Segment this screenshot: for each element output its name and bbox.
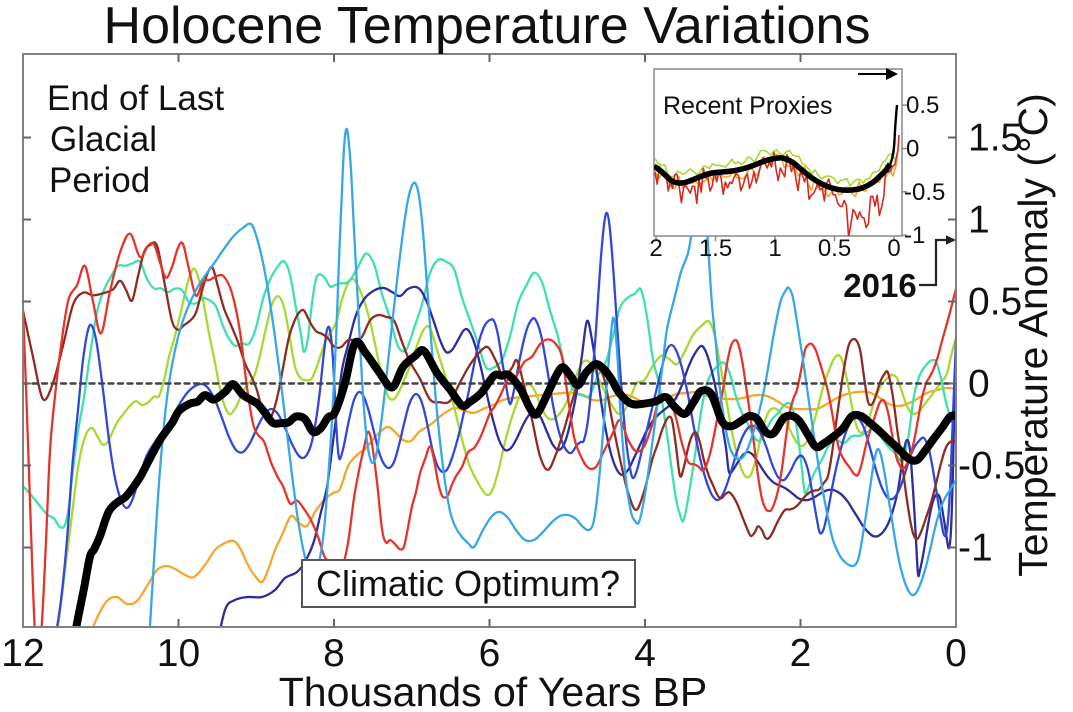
svg-text:-0.5: -0.5 (958, 445, 1025, 488)
svg-text:2: 2 (790, 632, 812, 675)
svg-text:1.5: 1.5 (699, 235, 732, 262)
svg-text:-1: -1 (904, 222, 925, 249)
svg-text:Climatic Optimum?: Climatic Optimum? (316, 563, 620, 604)
svg-text:0: 0 (968, 363, 990, 406)
svg-text:0: 0 (887, 235, 900, 262)
svg-text:Period: Period (49, 161, 150, 200)
svg-text:0.5: 0.5 (968, 281, 1022, 324)
svg-text:4: 4 (634, 632, 656, 675)
svg-text:-1: -1 (958, 527, 993, 570)
svg-text:End of Last: End of Last (47, 79, 224, 118)
svg-text:2016: 2016 (843, 267, 916, 304)
svg-text:1: 1 (768, 235, 781, 262)
svg-text:Glacial: Glacial (50, 120, 157, 159)
svg-text:6: 6 (479, 632, 501, 675)
svg-text:Temperature Anomaly (°C): Temperature Anomaly (°C) (1010, 93, 1056, 577)
svg-text:0: 0 (945, 632, 967, 675)
svg-text:2: 2 (649, 235, 662, 262)
svg-text:10: 10 (157, 632, 200, 675)
svg-text:-0.5: -0.5 (904, 179, 945, 206)
svg-text:0.5: 0.5 (906, 92, 939, 119)
svg-text:8: 8 (323, 632, 345, 675)
svg-text:12: 12 (1, 632, 44, 675)
svg-text:0: 0 (906, 136, 919, 163)
svg-text:1.5: 1.5 (968, 117, 1022, 160)
svg-text:1: 1 (968, 199, 990, 242)
svg-text:0.5: 0.5 (818, 235, 851, 262)
svg-text:Thousands of Years BP: Thousands of Years BP (279, 669, 708, 712)
svg-text:Holocene Temperature Variation: Holocene Temperature Variations (104, 0, 871, 55)
svg-text:Recent Proxies: Recent Proxies (663, 92, 833, 120)
